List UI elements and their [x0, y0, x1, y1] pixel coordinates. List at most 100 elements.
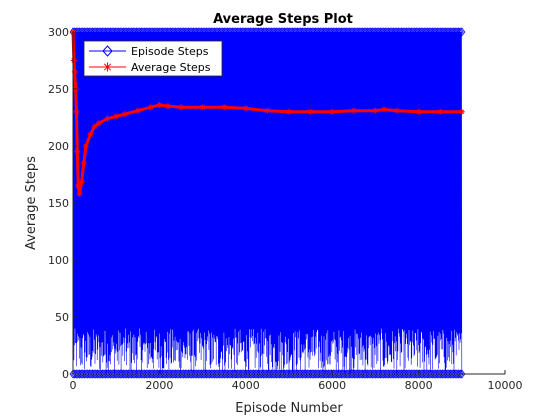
episode-step-marker	[284, 369, 292, 379]
episode-step-marker	[407, 369, 415, 379]
episode-step-marker	[367, 27, 375, 37]
episode-step-marker	[357, 27, 365, 37]
episode-step-marker	[119, 369, 127, 379]
episode-step-marker	[228, 27, 236, 37]
episode-step-marker	[310, 369, 318, 379]
episode-step-marker	[360, 27, 368, 37]
average-step-marker	[75, 182, 82, 189]
plot-area	[69, 27, 466, 379]
episode-step-marker	[341, 27, 349, 37]
episode-step-marker	[116, 27, 124, 37]
episode-step-marker	[219, 369, 227, 379]
episode-step-marker	[432, 369, 440, 379]
episode-step-marker	[269, 27, 277, 37]
episode-step-marker	[440, 27, 448, 37]
episode-step-marker	[84, 27, 92, 37]
episode-step-marker	[141, 369, 149, 379]
episode-step-marker	[222, 369, 230, 379]
x-tick-label: 2000	[145, 379, 173, 392]
episode-step-marker	[180, 369, 188, 379]
episode-step-marker	[232, 369, 240, 379]
x-tick-label: 8000	[405, 379, 433, 392]
episode-step-marker	[339, 27, 347, 37]
episode-step-marker	[199, 369, 207, 379]
episode-step-marker	[419, 27, 427, 37]
episode-step-marker	[185, 27, 193, 37]
episode-step-marker	[82, 27, 90, 37]
episode-step-marker	[346, 369, 354, 379]
episode-step-marker	[276, 369, 284, 379]
episode-step-marker	[228, 369, 236, 379]
episode-step-marker	[106, 27, 114, 37]
episode-step-marker	[89, 27, 97, 37]
average-step-marker	[95, 120, 102, 127]
episode-step-marker	[355, 27, 363, 37]
episode-step-marker	[243, 369, 251, 379]
episode-step-marker	[124, 27, 132, 37]
episode-step-marker	[87, 369, 95, 379]
episode-step-marker	[188, 369, 196, 379]
episode-step-marker	[250, 369, 258, 379]
episode-step-marker	[186, 27, 194, 37]
episode-step-marker	[118, 27, 126, 37]
episode-step-marker	[368, 369, 376, 379]
episode-step-marker	[399, 27, 407, 37]
average-step-marker	[199, 104, 206, 111]
episode-step-marker	[230, 369, 238, 379]
episode-step-marker	[427, 369, 435, 379]
episode-step-marker	[445, 369, 453, 379]
episode-step-marker	[202, 369, 210, 379]
episode-step-marker	[289, 27, 297, 37]
episode-step-marker	[394, 369, 402, 379]
average-step-marker	[381, 106, 388, 113]
average-step-marker	[104, 115, 111, 122]
episode-step-marker	[370, 369, 378, 379]
episode-step-marker	[220, 27, 228, 37]
episode-step-marker	[393, 369, 401, 379]
episode-step-marker	[329, 27, 337, 37]
episode-step-marker	[258, 27, 266, 37]
episode-step-marker	[173, 27, 181, 37]
average-step-marker	[178, 104, 184, 111]
episode-step-marker	[328, 369, 336, 379]
episode-step-marker	[442, 369, 450, 379]
episode-step-marker	[251, 27, 259, 37]
episode-step-marker	[139, 369, 147, 379]
episode-step-marker	[281, 27, 289, 37]
episode-step-marker	[105, 369, 113, 379]
episode-step-marker	[233, 27, 241, 37]
episode-step-marker	[95, 369, 103, 379]
episode-step-marker	[172, 27, 180, 37]
episode-step-marker	[132, 369, 140, 379]
episode-step-marker	[131, 369, 139, 379]
episode-step-marker	[93, 27, 101, 37]
episode-step-marker	[435, 27, 443, 37]
episode-step-marker	[217, 27, 225, 37]
episode-step-marker	[389, 27, 397, 37]
episode-step-marker	[95, 27, 103, 37]
episode-step-marker	[337, 369, 345, 379]
episode-step-marker	[274, 27, 282, 37]
episode-step-marker	[300, 369, 308, 379]
episode-step-marker	[157, 27, 165, 37]
episode-step-marker	[372, 369, 380, 379]
episode-step-marker	[165, 27, 173, 37]
episode-step-marker	[253, 369, 261, 379]
episode-step-marker	[191, 27, 199, 37]
episode-step-marker	[162, 27, 170, 37]
episode-step-marker	[437, 369, 445, 379]
episode-step-marker	[168, 27, 176, 37]
chart-title: Average Steps Plot	[213, 12, 353, 27]
episode-step-marker	[108, 27, 116, 37]
episode-step-marker	[433, 369, 441, 379]
episode-step-marker	[254, 27, 262, 37]
episode-step-marker	[165, 369, 173, 379]
episode-step-marker	[378, 27, 386, 37]
episode-step-marker	[346, 27, 354, 37]
episode-step-marker	[139, 27, 147, 37]
episode-step-marker	[391, 27, 399, 37]
episode-step-marker	[383, 369, 391, 379]
episode-step-marker	[269, 369, 277, 379]
episode-step-marker	[264, 27, 272, 37]
episode-step-marker	[261, 369, 269, 379]
